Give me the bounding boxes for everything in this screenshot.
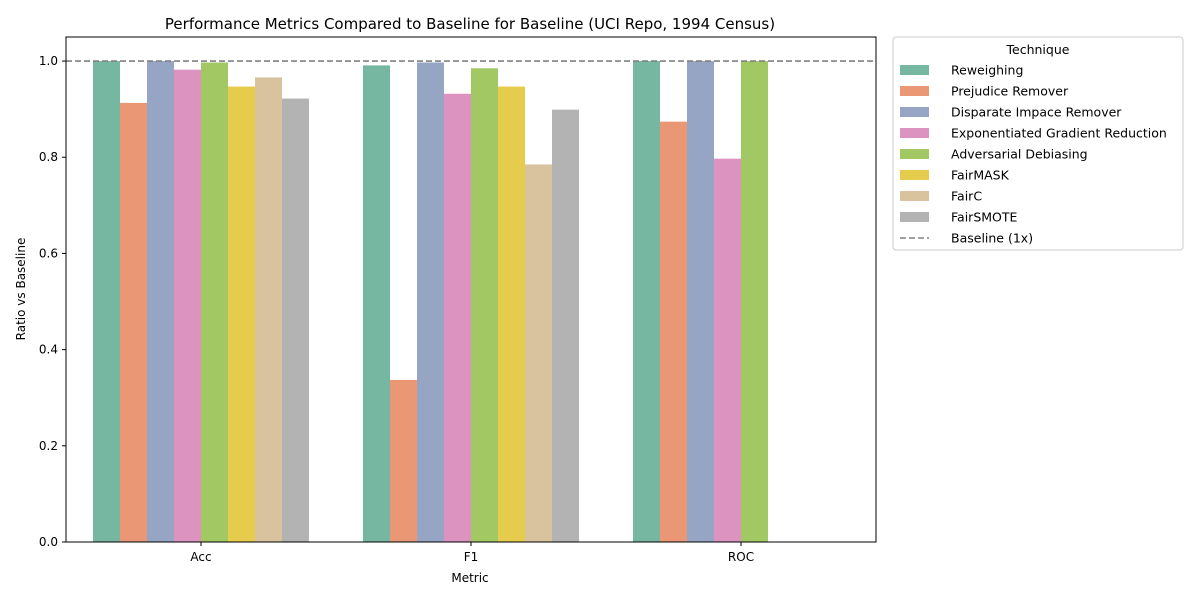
- bar: [660, 121, 687, 543]
- chart-title: Performance Metrics Compared to Baseline…: [165, 15, 775, 33]
- axes-layer: Acc F1 ROC 0.0 0.2 0.4 0.6 0.8 1.0: [39, 36, 877, 564]
- bar: [417, 62, 444, 543]
- bar: [390, 379, 417, 542]
- legend-swatch: [900, 86, 929, 96]
- legend-swatch: [900, 170, 929, 180]
- legend-entry-label: Adversarial Debiasing: [951, 147, 1088, 162]
- legend-entry-label: Prejudice Remover: [951, 84, 1069, 99]
- legend-entry-label: Reweighing: [951, 63, 1023, 78]
- bar: [120, 102, 147, 542]
- bar: [741, 61, 768, 543]
- bar: [93, 61, 120, 543]
- legend-entry-label: FairC: [951, 189, 982, 204]
- legend-entry-label: Disparate Impace Remover: [951, 105, 1122, 120]
- y-tick-label: 0.8: [39, 150, 58, 164]
- legend-swatch: [900, 128, 929, 138]
- x-tick-label: F1: [464, 550, 479, 564]
- legend: Technique Reweighing Prejudice Remover Disp…: [892, 36, 1184, 251]
- y-axis-label: Ratio vs Baseline: [14, 238, 28, 341]
- bars-layer: [93, 61, 768, 543]
- bar: [363, 65, 390, 542]
- bar: [228, 86, 255, 542]
- legend-swatch: [900, 191, 929, 201]
- x-tick-label: Acc: [190, 550, 211, 564]
- y-tick-label: 0.0: [39, 535, 58, 549]
- y-tick-label: 0.4: [39, 343, 58, 357]
- legend-entry-label: Exponentiated Gradient Reduction: [951, 126, 1167, 141]
- bar: [147, 61, 174, 543]
- bar: [687, 61, 714, 543]
- bar: [444, 93, 471, 542]
- x-axis-label: Metric: [451, 571, 488, 585]
- bar: [498, 86, 525, 542]
- legend-swatch: [900, 212, 929, 222]
- legend-title: Technique: [1006, 42, 1070, 57]
- plot-frame: [65, 36, 877, 543]
- y-tick-label: 1.0: [39, 54, 58, 68]
- bar: [525, 164, 552, 542]
- bar: [255, 77, 282, 543]
- y-tick-label: 0.2: [39, 439, 58, 453]
- bar: [174, 69, 201, 542]
- legend-swatch: [900, 107, 929, 117]
- bar: [633, 61, 660, 543]
- legend-entry-label: FairSMOTE: [951, 210, 1018, 225]
- bar: [282, 98, 309, 542]
- bar: [552, 109, 579, 543]
- y-tick-label: 0.6: [39, 246, 58, 260]
- bar: [714, 158, 741, 542]
- legend-swatch: [900, 65, 929, 75]
- legend-entry-label: Baseline (1x): [951, 231, 1033, 246]
- x-tick-label: ROC: [728, 550, 754, 564]
- bar: [471, 68, 498, 542]
- legend-entry-label: FairMASK: [951, 168, 1010, 183]
- legend-box: [892, 36, 1184, 251]
- legend-swatch: [900, 149, 929, 159]
- bar: [201, 62, 228, 543]
